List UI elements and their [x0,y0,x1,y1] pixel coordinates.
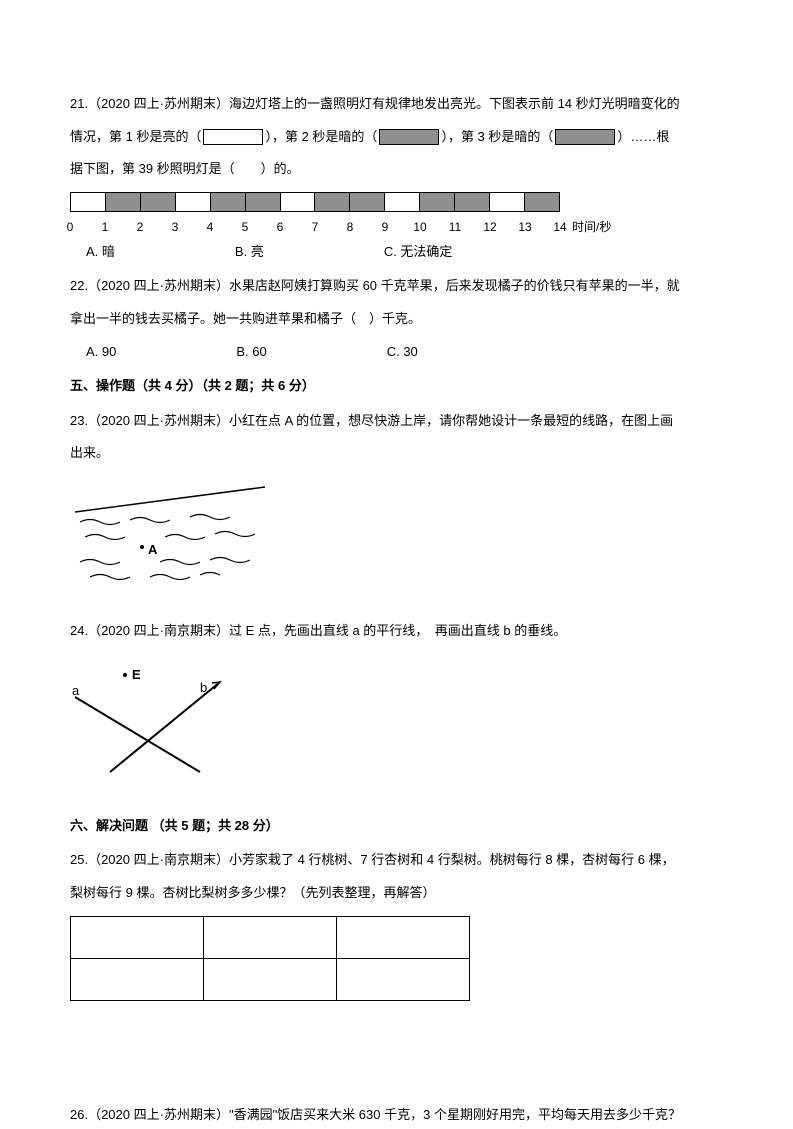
q24-num: 24. [70,623,88,638]
tick-label: 13 [518,214,531,240]
q21-text-f: 据下图，第 39 秒照明灯是（ ）的。 [70,161,300,176]
q23-num: 23. [70,413,88,428]
q21-text-a: 海边灯塔上的一盏照明灯有规律地发出亮光。下图表示前 14 秒灯光明暗变化的 [229,96,680,111]
q22-opt-a[interactable]: A. 90 [86,338,116,367]
tick-label: 4 [207,214,214,240]
tick-label: 9 [382,214,389,240]
q24-source: （2020 四上·南京期末） [88,623,229,638]
tick-label: 0 [67,214,74,240]
light-box-gray-1 [379,129,439,145]
tick-label: 11 [449,214,461,240]
timeline-cell [211,193,246,211]
q22-text-b: 拿出一半的钱去买橘子。她一共购进苹果和橘子（ ）千克。 [70,311,421,326]
point-a-label: A [148,542,158,557]
q21-text-d: ），第 3 秒是暗的（ [441,129,553,144]
timeline-cell [490,193,525,211]
line-b-label: b [200,680,207,695]
timeline-cell [350,193,385,211]
q21-num: 21. [70,96,88,111]
timeline-cell [315,193,350,211]
question-25-line2: 梨树每行 9 棵。杏树比梨树多多少棵？（先列表整理，再解答） [70,879,723,908]
tick-label: 10 [413,214,426,240]
q22-opt-b[interactable]: B. 60 [236,338,266,367]
timeline-cell [455,193,490,211]
question-22-line2: 拿出一半的钱去买橘子。她一共购进苹果和橘子（ ）千克。 [70,305,723,334]
tick-label: 5 [242,214,249,240]
table-cell[interactable] [204,916,337,958]
question-23-line2: 出来。 [70,439,723,468]
timeline-cell [71,193,106,211]
q22-options: A. 90 B. 60 C. 30 [86,338,723,367]
tick-label: 12 [483,214,496,240]
swim-figure: A [70,482,270,592]
table-cell[interactable] [337,958,470,1000]
table-cell[interactable] [71,916,204,958]
timeline-cell [420,193,455,211]
question-22: 22.（2020 四上·苏州期末）水果店赵阿姨打算购买 60 千克苹果，后来发现… [70,272,723,301]
q25-source: （2020 四上·南京期末） [88,852,229,867]
tick-label: 1 [102,214,109,240]
tick-label: 14 [553,214,566,240]
q23-text-a: 小红在点 A 的位置，想尽快游上岸，请你帮她设计一条最短的线路，在图上画 [229,413,673,428]
q25-text-a: 小芳家栽了 4 行桃树、7 行杏树和 4 行梨树。桃树每行 8 棵，杏树每行 6… [229,852,675,867]
q22-num: 22. [70,278,88,293]
q23-source: （2020 四上·苏州期末） [88,413,229,428]
tick-label: 8 [347,214,354,240]
timeline-cell [141,193,176,211]
q21-text-b: 情况，第 1 秒是亮的（ [70,129,201,144]
tick-label: 3 [172,214,179,240]
q26-text: "香满园"饭店买来大米 630 千克，3 个星期刚好用完，平均每天用去多少千克？ [229,1107,681,1122]
light-box-white [203,129,263,145]
section-5-title: 五、操作题（共 4 分）（共 2 题；共 6 分） [70,372,723,401]
section-6-title: 六、解决问题 （共 5 题；共 28 分） [70,812,723,841]
q24-text: 过 E 点，先画出直线 a 的平行线， 再画出直线 b 的垂线。 [229,623,566,638]
question-21-line3: 据下图，第 39 秒照明灯是（ ）的。 [70,155,723,184]
table-cell[interactable] [337,916,470,958]
tick-label: 7 [312,214,319,240]
tick-label: 2 [137,214,144,240]
light-box-gray-2 [555,129,615,145]
q21-source: （2020 四上·苏州期末） [88,96,229,111]
timeline-cell [106,193,141,211]
q22-opt-c[interactable]: C. 30 [387,338,418,367]
timeline-bar [70,192,560,212]
point-e-label: E [132,667,141,682]
q21-opt-c[interactable]: C. 无法确定 [384,238,453,267]
q23-text-b: 出来。 [70,445,109,460]
timeline-cell [246,193,281,211]
q22-source: （2020 四上·苏州期末） [88,278,229,293]
q21-opt-a[interactable]: A. 暗 [86,238,115,267]
question-26: 26.（2020 四上·苏州期末）"香满园"饭店买来大米 630 千克，3 个星… [70,1101,723,1129]
question-25: 25.（2020 四上·南京期末）小芳家栽了 4 行桃树、7 行杏树和 4 行梨… [70,846,723,875]
q21-options: A. 暗 B. 亮 C. 无法确定 [86,238,723,267]
timeline-figure: 01234567891011121314 时间/秒 [70,192,723,232]
timeline-cell [525,193,559,211]
q26-source: （2020 四上·苏州期末） [88,1107,229,1122]
lines-figure: E a b [70,657,240,777]
line-a-label: a [72,683,80,698]
table-cell[interactable] [71,958,204,1000]
timeline-cell [176,193,211,211]
table-cell[interactable] [204,958,337,1000]
timeline-labels: 01234567891011121314 [70,214,560,232]
q21-text-e: ）……根 [617,129,669,144]
question-23: 23.（2020 四上·苏州期末）小红在点 A 的位置，想尽快游上岸，请你帮她设… [70,407,723,436]
q25-text-b: 梨树每行 9 棵。杏树比梨树多多少棵？（先列表整理，再解答） [70,885,435,900]
timeline-cell [385,193,420,211]
q21-opt-b[interactable]: B. 亮 [235,238,264,267]
question-21-line2: 情况，第 1 秒是亮的（ ），第 2 秒是暗的（ ），第 3 秒是暗的（ ）……根 [70,123,723,152]
q22-text-a: 水果店赵阿姨打算购买 60 千克苹果，后来发现橘子的价钱只有苹果的一半，就 [229,278,680,293]
timeline-unit: 时间/秒 [572,214,611,240]
timeline-cell [281,193,316,211]
question-21: 21.（2020 四上·苏州期末）海边灯塔上的一盏照明灯有规律地发出亮光。下图表… [70,90,723,119]
question-24: 24.（2020 四上·南京期末）过 E 点，先画出直线 a 的平行线， 再画出… [70,617,723,646]
answer-table [70,916,470,1001]
q25-num: 25. [70,852,88,867]
q26-num: 26. [70,1107,88,1122]
q21-text-c: ），第 2 秒是暗的（ [265,129,377,144]
tick-label: 6 [277,214,284,240]
